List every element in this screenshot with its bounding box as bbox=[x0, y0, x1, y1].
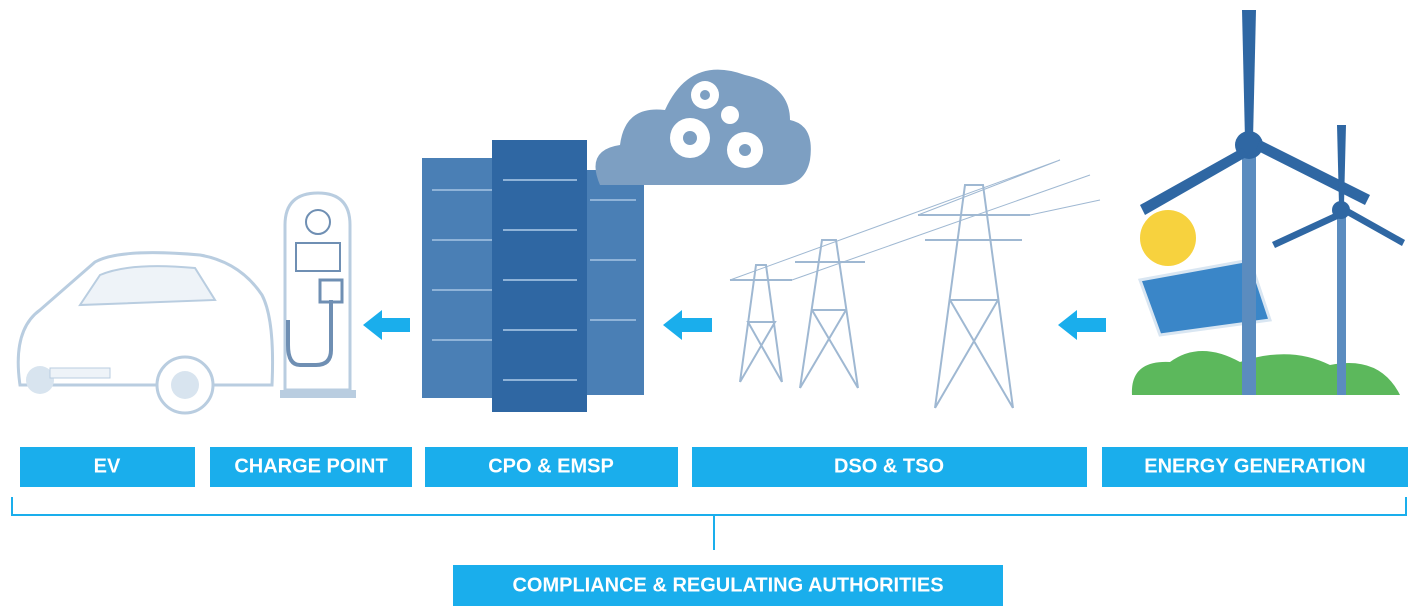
bracket bbox=[12, 497, 1406, 550]
energy-illustration bbox=[1132, 10, 1405, 395]
diagram: EV CHARGE POINT CPO & EMSP DSO & TSO ENE… bbox=[0, 0, 1408, 606]
cloud-illustration bbox=[596, 70, 811, 185]
ev-illustration bbox=[18, 253, 272, 413]
stage-label: EV bbox=[94, 455, 121, 477]
stage-labels: EV CHARGE POINT CPO & EMSP DSO & TSO ENE… bbox=[20, 447, 1408, 487]
pylons-illustration bbox=[730, 160, 1100, 408]
stage-label: CPO & EMSP bbox=[488, 455, 614, 477]
footer-label: COMPLIANCE & REGULATING AUTHORITIES bbox=[512, 574, 943, 596]
stage-label: CHARGE POINT bbox=[234, 455, 387, 477]
charge-point-illustration bbox=[280, 193, 356, 398]
stage-label: ENERGY GENERATION bbox=[1144, 455, 1366, 477]
stage-label: DSO & TSO bbox=[834, 455, 944, 477]
